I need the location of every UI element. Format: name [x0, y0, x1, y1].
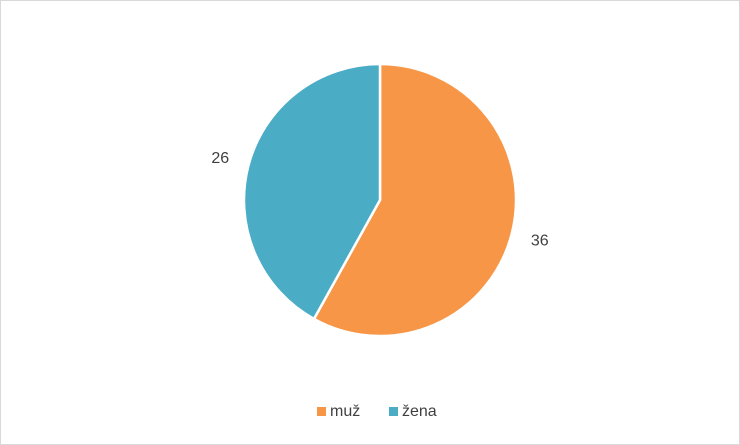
legend-label: muž — [330, 403, 360, 420]
data-label: 36 — [531, 233, 549, 250]
pie-slice — [242, 62, 382, 321]
data-label: 26 — [211, 150, 229, 167]
pie-slice — [312, 62, 518, 338]
legend-label: žena — [402, 403, 437, 420]
legend-swatch — [317, 407, 326, 416]
legend-swatch — [389, 407, 398, 416]
